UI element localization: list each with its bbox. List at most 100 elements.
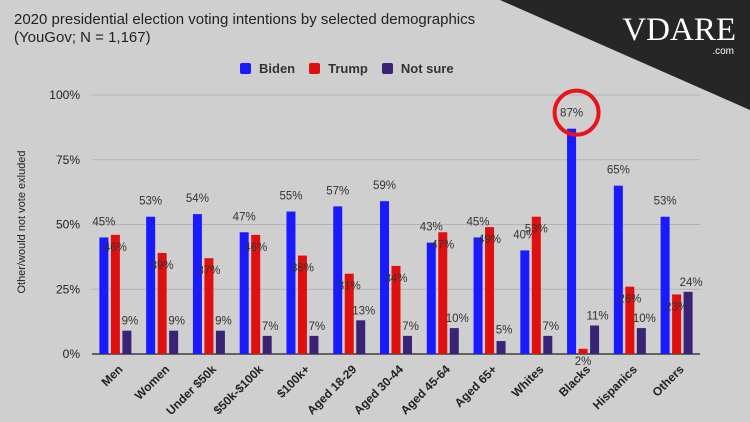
- data-label-trump-under-50k: 37%: [197, 265, 220, 277]
- x-tick-label: Men: [99, 362, 126, 389]
- bar-trump-aged-65: [485, 227, 495, 354]
- chart-subtitle: (YouGov; N = 1,167): [14, 29, 151, 46]
- data-label-biden-aged-45-64: 43%: [420, 222, 443, 234]
- x-tick-label: Under $50k: [163, 362, 219, 418]
- data-label-biden-aged-18-29: 57%: [326, 185, 349, 197]
- bar-trump-blacks: [578, 348, 588, 354]
- bar-not-sure-women: [169, 330, 179, 354]
- data-label-biden-aged-65: 45%: [467, 216, 490, 228]
- bar-biden-50k-100k: [239, 232, 249, 354]
- legend-swatch-not-sure: [381, 62, 393, 74]
- data-label-not-sure-aged-18-29: 13%: [352, 305, 375, 317]
- y-tick-label: 50%: [56, 218, 80, 232]
- data-label-biden-blacks: 87%: [560, 108, 583, 120]
- y-tick-label: 75%: [56, 153, 80, 167]
- bar-biden-men: [99, 237, 109, 354]
- data-label-not-sure-men: 9%: [122, 316, 139, 328]
- bar-trump-whites: [531, 216, 541, 354]
- legend-swatch-biden: [240, 62, 251, 74]
- data-label-trump-aged-18-29: 31%: [338, 281, 361, 293]
- y-tick-label: 25%: [56, 282, 80, 296]
- bar-biden-aged-45-64: [426, 242, 436, 354]
- data-label-trump-aged-45-64: 47%: [431, 239, 454, 251]
- data-label-trump-100k: 38%: [291, 263, 314, 275]
- bar-biden-aged-30-44: [380, 201, 389, 354]
- bar-trump-under-50k: [204, 258, 214, 354]
- bar-trump-50k-100k: [251, 234, 261, 354]
- data-label-biden-others: 53%: [654, 196, 677, 208]
- bar-biden-aged-18-29: [333, 206, 343, 354]
- data-label-trump-men: 46%: [104, 242, 127, 254]
- data-label-not-sure-aged-45-64: 10%: [446, 313, 469, 325]
- y-tick-label: 0%: [63, 347, 81, 361]
- bar-not-sure-aged-45-64: [449, 328, 459, 354]
- data-label-trump-hispanics: 26%: [618, 294, 641, 306]
- y-axis-label: Other/would not vote exluded: [16, 150, 28, 294]
- data-label-not-sure-hispanics: 10%: [633, 313, 656, 325]
- bar-biden-whites: [520, 250, 530, 354]
- legend-label-biden: Biden: [259, 60, 296, 76]
- data-label-biden-men: 45%: [92, 216, 115, 228]
- bar-trump-aged-45-64: [438, 232, 448, 354]
- bar-trump-100k: [297, 255, 307, 354]
- data-label-trump-women: 39%: [151, 260, 174, 272]
- bar-biden-under-50k: [192, 214, 202, 354]
- brand-logo: VDARE .com: [616, 10, 736, 58]
- legend-label-trump: Trump: [328, 60, 368, 76]
- bar-biden-100k: [286, 211, 296, 354]
- brand-tld: .com: [712, 46, 734, 57]
- bar-trump-women: [157, 252, 167, 354]
- data-label-biden-women: 53%: [139, 196, 162, 208]
- x-tick-label: Aged 65+: [452, 362, 500, 410]
- data-label-biden-hispanics: 65%: [607, 165, 630, 177]
- bar-biden-blacks: [567, 128, 577, 354]
- data-label-trump-aged-30-44: 34%: [384, 273, 407, 285]
- data-label-biden-under-50k: 54%: [186, 193, 209, 205]
- data-label-trump-others: 23%: [665, 301, 688, 313]
- data-label-not-sure-50k-100k: 7%: [262, 321, 279, 333]
- x-tick-label: Aged 45-64: [398, 362, 453, 417]
- legend-item-trump: Trump: [309, 61, 368, 76]
- bar-trump-men: [110, 234, 120, 354]
- bar-not-sure-men: [122, 330, 132, 354]
- data-label-not-sure-aged-30-44: 7%: [402, 321, 419, 333]
- data-label-not-sure-100k: 7%: [309, 321, 326, 333]
- bar-biden-women: [146, 216, 156, 354]
- x-tick-label: Others: [649, 362, 686, 399]
- bar-biden-aged-65: [473, 237, 483, 354]
- data-label-not-sure-others: 24%: [680, 277, 703, 289]
- data-label-biden-whites: 40%: [513, 229, 536, 241]
- bar-not-sure-others: [683, 291, 693, 354]
- data-label-not-sure-aged-65: 5%: [496, 324, 513, 336]
- data-label-biden-100k: 55%: [279, 191, 302, 203]
- bar-biden-hispanics: [613, 185, 623, 354]
- data-label-biden-50k-100k: 47%: [233, 211, 256, 223]
- bar-not-sure-hispanics: [636, 328, 646, 354]
- data-label-biden-aged-30-44: 59%: [373, 180, 396, 192]
- bar-not-sure-aged-30-44: [403, 335, 412, 354]
- data-label-trump-aged-65: 49%: [478, 234, 501, 246]
- data-label-not-sure-under-50k: 9%: [215, 316, 232, 328]
- legend: Biden Trump Not sure: [240, 59, 454, 77]
- bar-not-sure-100k: [309, 335, 319, 354]
- bar-not-sure-aged-18-29: [356, 320, 366, 354]
- bar-not-sure-aged-65: [496, 341, 506, 354]
- x-tick-label: Whites: [509, 362, 547, 400]
- chart-title: 2020 presidential election voting intent…: [14, 11, 476, 28]
- legend-label-not-sure: Not sure: [400, 60, 454, 76]
- bar-trump-others: [672, 294, 682, 354]
- data-label-not-sure-blacks: 11%: [586, 311, 608, 323]
- brand-name: VDARE: [622, 12, 736, 48]
- data-label-trump-whites: 53%: [525, 224, 548, 236]
- brand-corner-band: [500, 0, 750, 110]
- bar-trump-aged-18-29: [344, 273, 354, 354]
- data-label-not-sure-women: 9%: [168, 316, 185, 328]
- data-label-trump-blacks: 2%: [575, 356, 592, 368]
- legend-item-biden: Biden: [240, 61, 295, 76]
- bar-not-sure-under-50k: [215, 330, 225, 354]
- bar-not-sure-whites: [543, 335, 553, 354]
- data-label-not-sure-whites: 7%: [542, 321, 559, 333]
- bar-not-sure-blacks: [590, 325, 600, 354]
- bar-biden-others: [660, 216, 670, 354]
